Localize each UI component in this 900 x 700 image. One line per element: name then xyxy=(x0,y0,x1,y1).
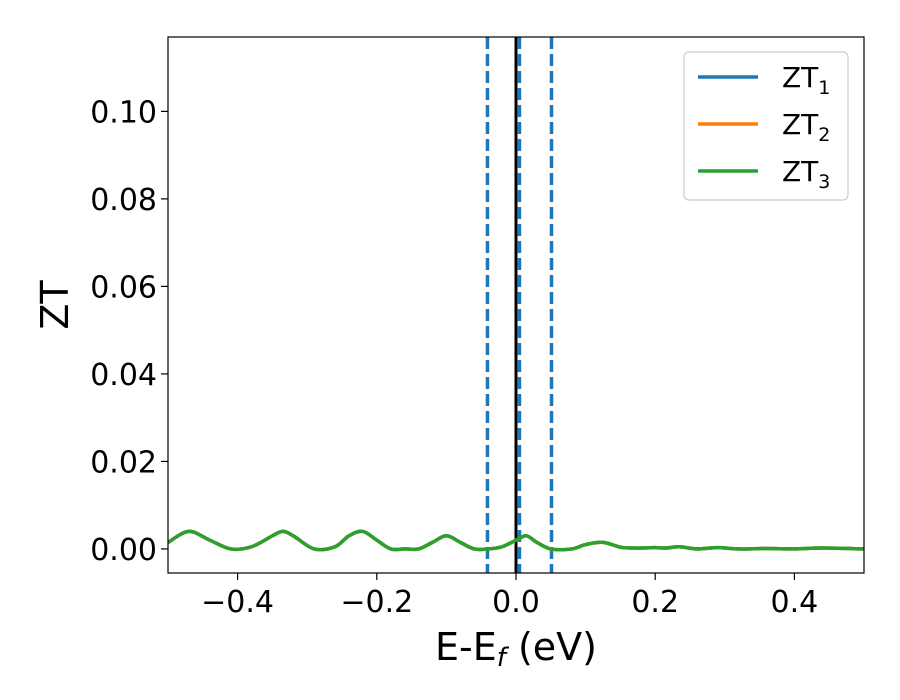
legend-box xyxy=(683,51,849,201)
y-tick-label: 0.04 xyxy=(90,358,157,393)
y-axis-label: ZT xyxy=(33,280,77,330)
y-tick-label: 0.10 xyxy=(90,95,157,130)
series-line-zt3 xyxy=(168,529,864,552)
y-tick-label: 0.02 xyxy=(90,445,157,480)
legend-label-zt1: ZT1 xyxy=(782,61,830,99)
legend-label-zt3: ZT3 xyxy=(782,155,830,193)
y-tick-label: 0.06 xyxy=(90,270,157,305)
y-tick-label: 0.00 xyxy=(90,533,157,568)
x-axis-ticks: −0.4 −0.2 0.0 0.2 0.4 xyxy=(201,573,818,620)
y-axis-ticks: 0.00 0.02 0.04 0.06 0.08 0.10 xyxy=(90,95,168,568)
legend-label-zt2: ZT2 xyxy=(782,108,830,146)
x-tick-label: 0.0 xyxy=(492,585,540,620)
x-tick-label: −0.4 xyxy=(201,585,274,620)
legend: ZT1 ZT2 ZT3 xyxy=(683,51,849,201)
x-axis-label: E-Ef (eV) xyxy=(435,625,597,673)
x-tick-label: 0.2 xyxy=(631,585,679,620)
x-tick-label: −0.2 xyxy=(340,585,413,620)
y-tick-label: 0.08 xyxy=(90,183,157,218)
series-lines xyxy=(168,529,864,552)
vertical-markers xyxy=(485,37,554,573)
x-axis-label-unit: (eV) xyxy=(506,625,597,669)
x-tick-label: 0.4 xyxy=(771,585,819,620)
